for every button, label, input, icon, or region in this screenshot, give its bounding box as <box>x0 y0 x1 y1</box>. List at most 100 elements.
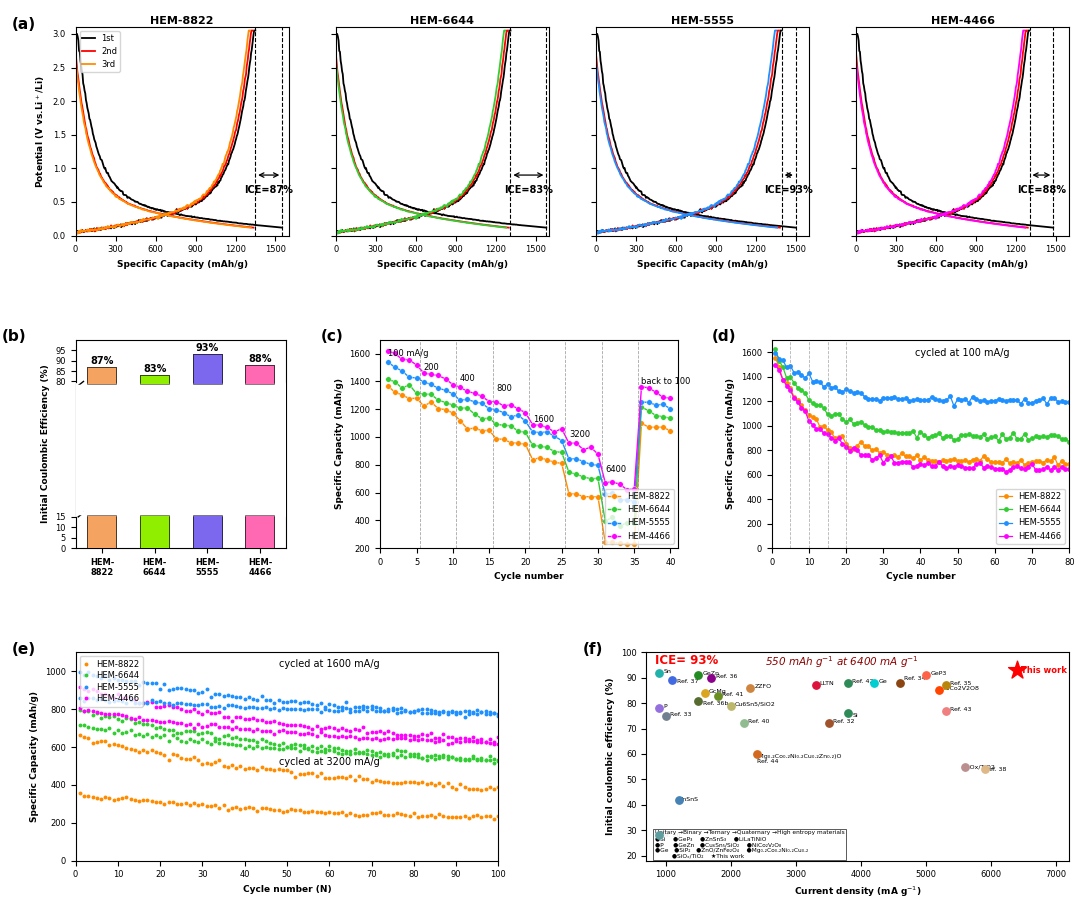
Point <box>697 686 714 700</box>
Point <box>703 670 720 685</box>
Text: ICE=83%: ICE=83% <box>504 185 553 195</box>
Point <box>651 701 669 716</box>
Point <box>671 793 688 807</box>
HEM-4466 <box>959 462 972 473</box>
HEM-8822 <box>440 404 453 415</box>
HEM-5555 <box>947 400 960 411</box>
HEM-5555 <box>417 377 430 388</box>
Point <box>735 717 753 731</box>
HEM-4466 <box>569 438 582 448</box>
Line: HEM-6644: HEM-6644 <box>773 347 1071 444</box>
Text: (d): (d) <box>712 330 737 344</box>
Y-axis label: Specific Capacity (mAh/g): Specific Capacity (mAh/g) <box>30 691 39 822</box>
Y-axis label: Initial Coulombic Efficiency (%): Initial Coulombic Efficiency (%) <box>41 364 50 524</box>
Bar <box>140 515 170 548</box>
X-axis label: Cycle number: Cycle number <box>495 573 564 582</box>
HEM-4466 <box>389 348 402 359</box>
Point <box>664 673 681 688</box>
HEM-4466 <box>643 382 656 393</box>
Text: NiCo2V2O8: NiCo2V2O8 <box>943 687 980 691</box>
HEM-6644 <box>381 374 394 385</box>
Text: cycled at 100 mA/g: cycled at 100 mA/g <box>915 349 1009 359</box>
Bar <box>87 367 117 383</box>
Text: 100 mA/g: 100 mA/g <box>388 350 428 359</box>
Text: SiOx/TiO2: SiOx/TiO2 <box>966 764 996 769</box>
HEM-4466 <box>153 701 166 712</box>
HEM-8822 <box>512 438 525 448</box>
Point <box>820 717 837 731</box>
HEM-6644 <box>73 705 86 716</box>
Text: 3200: 3200 <box>569 430 590 439</box>
HEM-6644 <box>1029 431 1042 442</box>
HEM-8822 <box>649 422 662 433</box>
Text: 88%: 88% <box>248 353 272 363</box>
Bar <box>140 375 170 383</box>
Text: 87%: 87% <box>91 356 113 366</box>
HEM-6644 <box>635 401 648 412</box>
HEM-8822 <box>461 423 474 434</box>
Bar <box>245 365 274 383</box>
Point <box>748 747 766 761</box>
HEM-5555 <box>592 460 605 471</box>
Text: LLTN: LLTN <box>820 681 835 687</box>
Bar <box>140 375 170 548</box>
HEM-8822 <box>664 426 677 437</box>
HEM-8822 <box>491 781 504 792</box>
Text: Unitary →Binary →Ternary →Quaternary →High entropy materials
●Si    ●GeP₃    ●Zn: Unitary →Binary →Ternary →Quaternary →Hi… <box>654 831 845 859</box>
HEM-6644 <box>504 420 517 431</box>
HEM-4466 <box>483 396 496 407</box>
HEM-6644 <box>440 397 453 408</box>
HEM-4466 <box>649 387 662 398</box>
HEM-6644 <box>446 400 459 410</box>
HEM-6644 <box>584 473 597 484</box>
HEM-8822 <box>73 730 86 741</box>
HEM-4466 <box>73 681 86 692</box>
Text: Sn: Sn <box>663 669 672 674</box>
Text: Ref. 36: Ref. 36 <box>716 674 737 679</box>
HEM-8822 <box>475 425 488 436</box>
HEM-4466 <box>563 438 576 448</box>
Bar <box>87 367 117 548</box>
HEM-5555 <box>569 453 582 464</box>
HEM-8822 <box>475 785 488 795</box>
HEM-5555 <box>73 667 86 678</box>
HEM-4466 <box>534 419 546 430</box>
HEM-6644 <box>548 446 561 457</box>
HEM-5555 <box>82 667 95 678</box>
HEM-8822 <box>1063 458 1076 469</box>
Text: ICE=87%: ICE=87% <box>244 185 293 195</box>
HEM-6644 <box>563 467 576 477</box>
HEM-4466 <box>432 370 445 381</box>
HEM-8822 <box>592 491 605 502</box>
HEM-8822 <box>497 434 510 445</box>
HEM-5555 <box>446 389 459 400</box>
Text: (f): (f) <box>583 641 604 657</box>
HEM-6644 <box>959 429 972 440</box>
Point <box>651 828 669 843</box>
HEM-8822 <box>769 352 782 363</box>
HEM-6644 <box>592 473 605 484</box>
HEM-5555 <box>158 679 171 689</box>
Point <box>742 680 759 695</box>
HEM-5555 <box>468 397 481 408</box>
HEM-5555 <box>454 395 467 406</box>
Text: Ref. 32: Ref. 32 <box>833 719 854 725</box>
Bar <box>87 515 117 548</box>
HEM-6644 <box>555 447 568 458</box>
HEM-4466 <box>526 419 539 430</box>
Point <box>807 678 824 692</box>
HEM-8822 <box>432 403 445 414</box>
HEM-5555 <box>621 495 634 506</box>
HEM-8822 <box>153 747 166 758</box>
HEM-5555 <box>480 708 492 719</box>
HEM-5555 <box>491 710 504 721</box>
HEM-5555 <box>432 383 445 394</box>
HEM-6644 <box>627 517 640 528</box>
Text: GeZn: GeZn <box>703 671 719 676</box>
HEM-4466 <box>497 400 510 411</box>
Point <box>839 706 856 720</box>
HEM-6644 <box>410 388 423 399</box>
HEM-6644 <box>432 395 445 406</box>
HEM-5555 <box>424 379 437 390</box>
Line: HEM-4466: HEM-4466 <box>384 348 673 492</box>
